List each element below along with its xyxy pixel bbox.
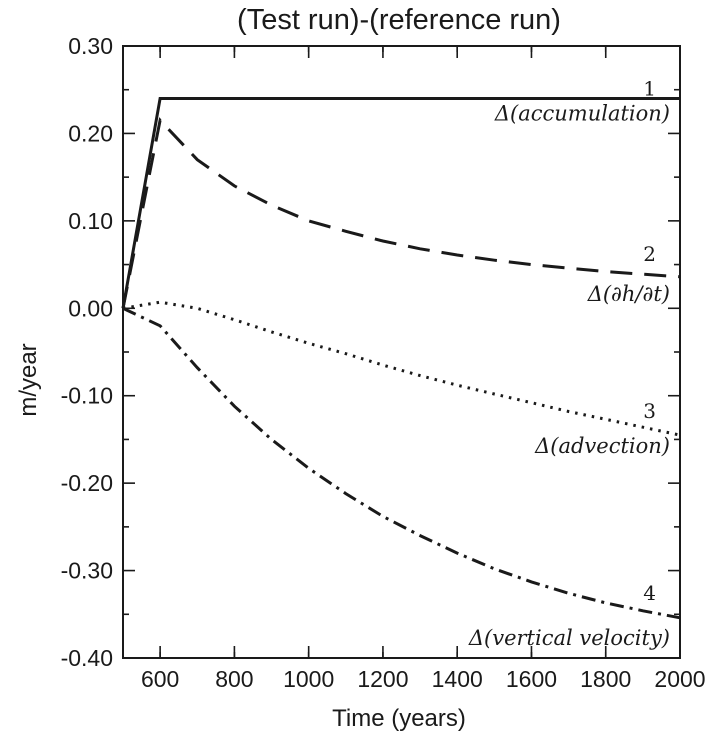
- x-tick-label: 1400: [432, 666, 483, 692]
- y-tick-label: -0.20: [61, 470, 113, 496]
- series-line-2: [121, 117, 681, 309]
- y-tick-label: 0.20: [68, 120, 113, 146]
- y-tick-label: 0.00: [68, 295, 113, 321]
- series-number-2: 2: [643, 242, 656, 266]
- plot-frame: [122, 45, 681, 659]
- x-tick-label: 800: [215, 666, 253, 692]
- series-label-1: Δ(accumulation): [494, 101, 670, 125]
- series-line-1: [121, 97, 680, 309]
- y-tick-label: -0.30: [61, 558, 113, 584]
- series-line-4: [122, 306, 681, 620]
- y-tick-label: -0.10: [61, 383, 113, 409]
- x-tick-label: 600: [141, 666, 179, 692]
- series-number-4: 4: [643, 581, 656, 605]
- y-axis-label: m/year: [15, 343, 42, 416]
- series-number-1: 1: [643, 76, 656, 100]
- x-tick-label: 1800: [580, 666, 631, 692]
- y-tick-label: 0.10: [68, 208, 113, 234]
- plot-area: 0.30 0.20 0.10 0.00 -0.10 -0.20 -0.30 -0.40 600 8…: [61, 33, 706, 692]
- series-label-2: Δ(∂h/∂t): [587, 282, 670, 306]
- series-line-3: [122, 300, 681, 437]
- x-tick-label: 1600: [506, 666, 557, 692]
- x-tick-label: 1000: [283, 666, 334, 692]
- series-number-3: 3: [643, 399, 656, 423]
- series-label-3: Δ(advection): [534, 434, 670, 458]
- chart-title: (Test run)-(reference run): [237, 4, 561, 36]
- x-tick-label: 1200: [357, 666, 408, 692]
- series-label-4: Δ(vertical velocity): [468, 626, 670, 650]
- x-tick-label: 2000: [654, 666, 705, 692]
- y-tick-label: -0.40: [61, 645, 113, 671]
- y-tick-label: 0.30: [68, 33, 113, 59]
- x-axis-label: Time (years): [332, 705, 466, 732]
